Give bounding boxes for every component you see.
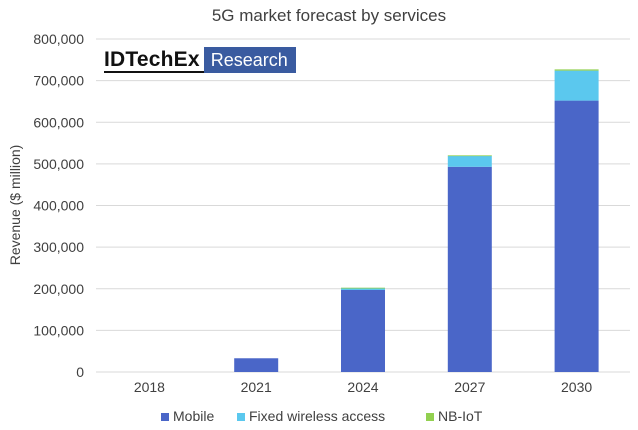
bar-nb-iot-2030 <box>554 69 599 71</box>
x-tick-label: 2021 <box>241 379 272 395</box>
x-tick-label: 2027 <box>454 379 485 395</box>
bar-nb-iot-2027 <box>447 155 492 157</box>
bar-fixed-wireless-access-2030 <box>554 70 599 101</box>
bar-mobile-2027 <box>447 166 492 372</box>
logo-main-text: IDTechEx <box>104 47 204 73</box>
y-tick-label: 200,000 <box>33 281 84 297</box>
y-tick-label: 800,000 <box>33 31 84 47</box>
legend-swatch-mobile <box>161 413 169 421</box>
y-tick-label: 400,000 <box>33 198 84 214</box>
y-tick-label: 300,000 <box>33 239 84 255</box>
logo-sub-text: Research <box>203 47 296 73</box>
bar-fixed-wireless-access-2027 <box>447 155 492 167</box>
y-tick-label: 0 <box>76 364 84 380</box>
legend-swatch-fixed-wireless-access <box>237 413 245 421</box>
y-tick-label: 500,000 <box>33 156 84 172</box>
bar-mobile-2021 <box>234 358 279 372</box>
y-tick-label: 100,000 <box>33 322 84 338</box>
chart-title: 5G market forecast by services <box>212 6 446 25</box>
legend-swatch-nb-iot <box>426 413 434 421</box>
x-axis-ticks: 2018 2021 2024 2027 2030 <box>134 379 593 395</box>
bar-nb-iot-2024 <box>341 287 385 289</box>
bar-fixed-wireless-access-2024 <box>341 287 385 290</box>
bar-mobile-2030 <box>554 100 599 372</box>
y-axis-label: Revenue ($ million) <box>7 145 23 266</box>
x-tick-label: 2024 <box>347 379 378 395</box>
idtechex-logo: IDTechEx Research <box>104 47 296 73</box>
legend-label: NB-IoT <box>438 408 483 424</box>
x-tick-label: 2030 <box>561 379 592 395</box>
bars <box>234 69 599 372</box>
y-tick-label: 600,000 <box>33 114 84 130</box>
legend-label: Mobile <box>173 408 214 424</box>
legend-label: Fixed wireless access <box>249 408 385 424</box>
y-axis-ticks: 0 100,000 200,000 300,000 400,000 500,000 600,… <box>33 31 84 380</box>
x-tick-label: 2018 <box>134 379 165 395</box>
bar-mobile-2024 <box>341 289 385 372</box>
y-tick-label: 700,000 <box>33 73 84 89</box>
legend: Mobile Fixed wireless access NB-IoT <box>161 408 483 424</box>
